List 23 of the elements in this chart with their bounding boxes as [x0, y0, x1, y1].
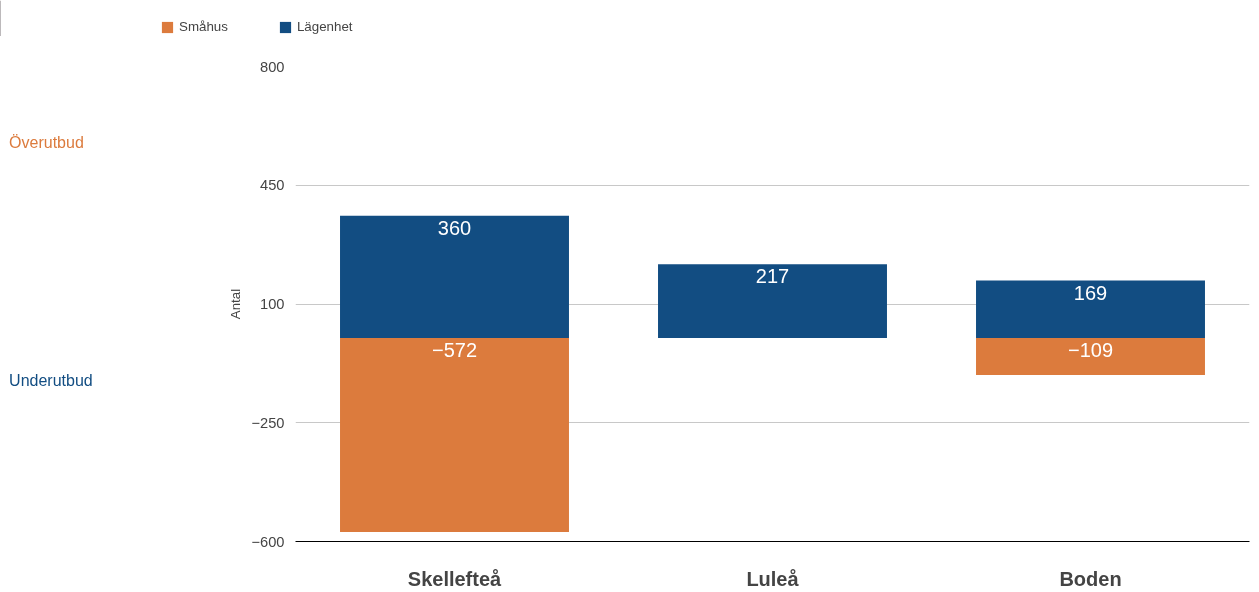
bar	[976, 280, 1205, 338]
data-label: 169	[1073, 281, 1108, 304]
y-tick-label: −250	[251, 414, 285, 431]
x-tick-label: Skellefteå	[407, 567, 503, 590]
data-label: −109	[1067, 338, 1114, 361]
bar	[976, 337, 1205, 375]
legend-label: Lägenhet	[296, 19, 353, 34]
text: Underutbud	[9, 371, 93, 389]
data-label: −572	[431, 338, 478, 361]
y-axis-title: Antal	[228, 288, 244, 320]
text: Överutbud	[9, 134, 84, 151]
y-tick-label: 100	[260, 296, 285, 312]
legend-label: Småhus	[179, 19, 228, 34]
data-label: 217	[755, 265, 790, 288]
bar	[658, 264, 887, 338]
x-tick-label: Boden	[1059, 567, 1122, 590]
x-tick-label: Luleå	[746, 567, 800, 590]
data-label: 360	[437, 216, 472, 239]
bar	[340, 215, 569, 338]
bar	[340, 337, 569, 532]
y-tick-label: 450	[260, 177, 285, 194]
y-tick-label: −600	[251, 533, 285, 550]
y-tick-label: 800	[260, 58, 285, 75]
